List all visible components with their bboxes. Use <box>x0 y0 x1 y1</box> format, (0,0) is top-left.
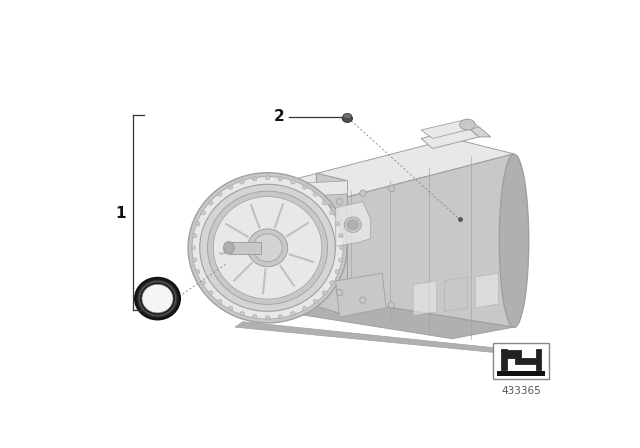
Ellipse shape <box>252 177 257 181</box>
Ellipse shape <box>265 176 270 180</box>
Polygon shape <box>501 349 541 370</box>
Ellipse shape <box>143 285 172 312</box>
Text: 1: 1 <box>115 207 125 221</box>
Polygon shape <box>421 119 479 138</box>
Ellipse shape <box>192 258 196 262</box>
Polygon shape <box>259 296 514 339</box>
Ellipse shape <box>208 201 213 205</box>
Ellipse shape <box>313 299 317 304</box>
Ellipse shape <box>192 233 196 238</box>
Ellipse shape <box>228 306 233 310</box>
Ellipse shape <box>278 314 283 319</box>
Ellipse shape <box>240 311 244 316</box>
Polygon shape <box>259 138 514 204</box>
Ellipse shape <box>201 281 205 285</box>
Ellipse shape <box>303 306 307 310</box>
Polygon shape <box>467 127 491 137</box>
Polygon shape <box>316 173 348 315</box>
Circle shape <box>325 205 331 211</box>
Ellipse shape <box>291 311 295 316</box>
Ellipse shape <box>265 316 270 320</box>
Ellipse shape <box>188 173 347 323</box>
Ellipse shape <box>218 192 222 196</box>
Ellipse shape <box>303 185 307 189</box>
Ellipse shape <box>191 246 195 250</box>
Ellipse shape <box>240 180 244 184</box>
Ellipse shape <box>291 180 295 184</box>
Circle shape <box>360 297 366 303</box>
Ellipse shape <box>213 197 322 299</box>
Polygon shape <box>320 154 514 327</box>
Ellipse shape <box>195 270 200 274</box>
Text: 433365: 433365 <box>501 386 541 396</box>
Ellipse shape <box>201 211 205 215</box>
Ellipse shape <box>253 234 282 262</box>
Ellipse shape <box>460 119 476 130</box>
Polygon shape <box>274 181 348 198</box>
Polygon shape <box>421 127 479 148</box>
Ellipse shape <box>347 220 358 230</box>
Circle shape <box>388 185 395 192</box>
FancyBboxPatch shape <box>493 343 549 379</box>
Ellipse shape <box>142 284 173 313</box>
Ellipse shape <box>344 217 362 233</box>
Ellipse shape <box>195 222 200 226</box>
Polygon shape <box>235 322 518 354</box>
Ellipse shape <box>342 115 353 122</box>
Ellipse shape <box>343 113 351 119</box>
Polygon shape <box>497 371 545 376</box>
Ellipse shape <box>340 246 344 250</box>
Circle shape <box>337 198 343 205</box>
Ellipse shape <box>223 241 234 254</box>
Circle shape <box>388 302 395 308</box>
Ellipse shape <box>339 233 343 238</box>
Polygon shape <box>336 202 371 246</box>
Ellipse shape <box>135 278 180 319</box>
Ellipse shape <box>228 185 233 189</box>
Ellipse shape <box>322 201 327 205</box>
Polygon shape <box>259 189 320 308</box>
Polygon shape <box>476 273 499 308</box>
Ellipse shape <box>192 177 343 319</box>
Ellipse shape <box>313 192 317 196</box>
Ellipse shape <box>330 211 334 215</box>
Ellipse shape <box>330 281 334 285</box>
Ellipse shape <box>335 270 340 274</box>
Ellipse shape <box>252 314 257 319</box>
Circle shape <box>337 289 343 296</box>
Polygon shape <box>444 277 467 312</box>
Circle shape <box>325 205 331 211</box>
Ellipse shape <box>208 291 213 295</box>
Text: 2: 2 <box>274 109 285 125</box>
Polygon shape <box>229 241 261 254</box>
Ellipse shape <box>248 229 288 267</box>
Ellipse shape <box>200 184 335 311</box>
Ellipse shape <box>322 291 327 295</box>
Polygon shape <box>336 273 386 317</box>
Ellipse shape <box>499 154 529 327</box>
Ellipse shape <box>335 222 340 226</box>
Polygon shape <box>413 281 436 315</box>
Ellipse shape <box>140 283 175 314</box>
Ellipse shape <box>138 280 177 317</box>
Circle shape <box>360 190 366 196</box>
Ellipse shape <box>339 258 343 262</box>
Ellipse shape <box>218 299 222 304</box>
Ellipse shape <box>207 191 328 304</box>
Ellipse shape <box>278 177 283 181</box>
